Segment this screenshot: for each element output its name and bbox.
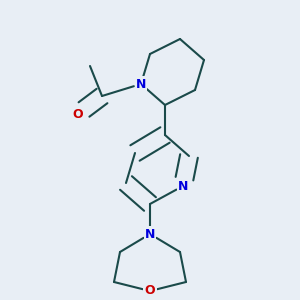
Text: O: O: [73, 107, 83, 121]
Text: N: N: [145, 227, 155, 241]
Text: O: O: [145, 284, 155, 298]
Text: N: N: [136, 77, 146, 91]
Text: N: N: [178, 179, 188, 193]
